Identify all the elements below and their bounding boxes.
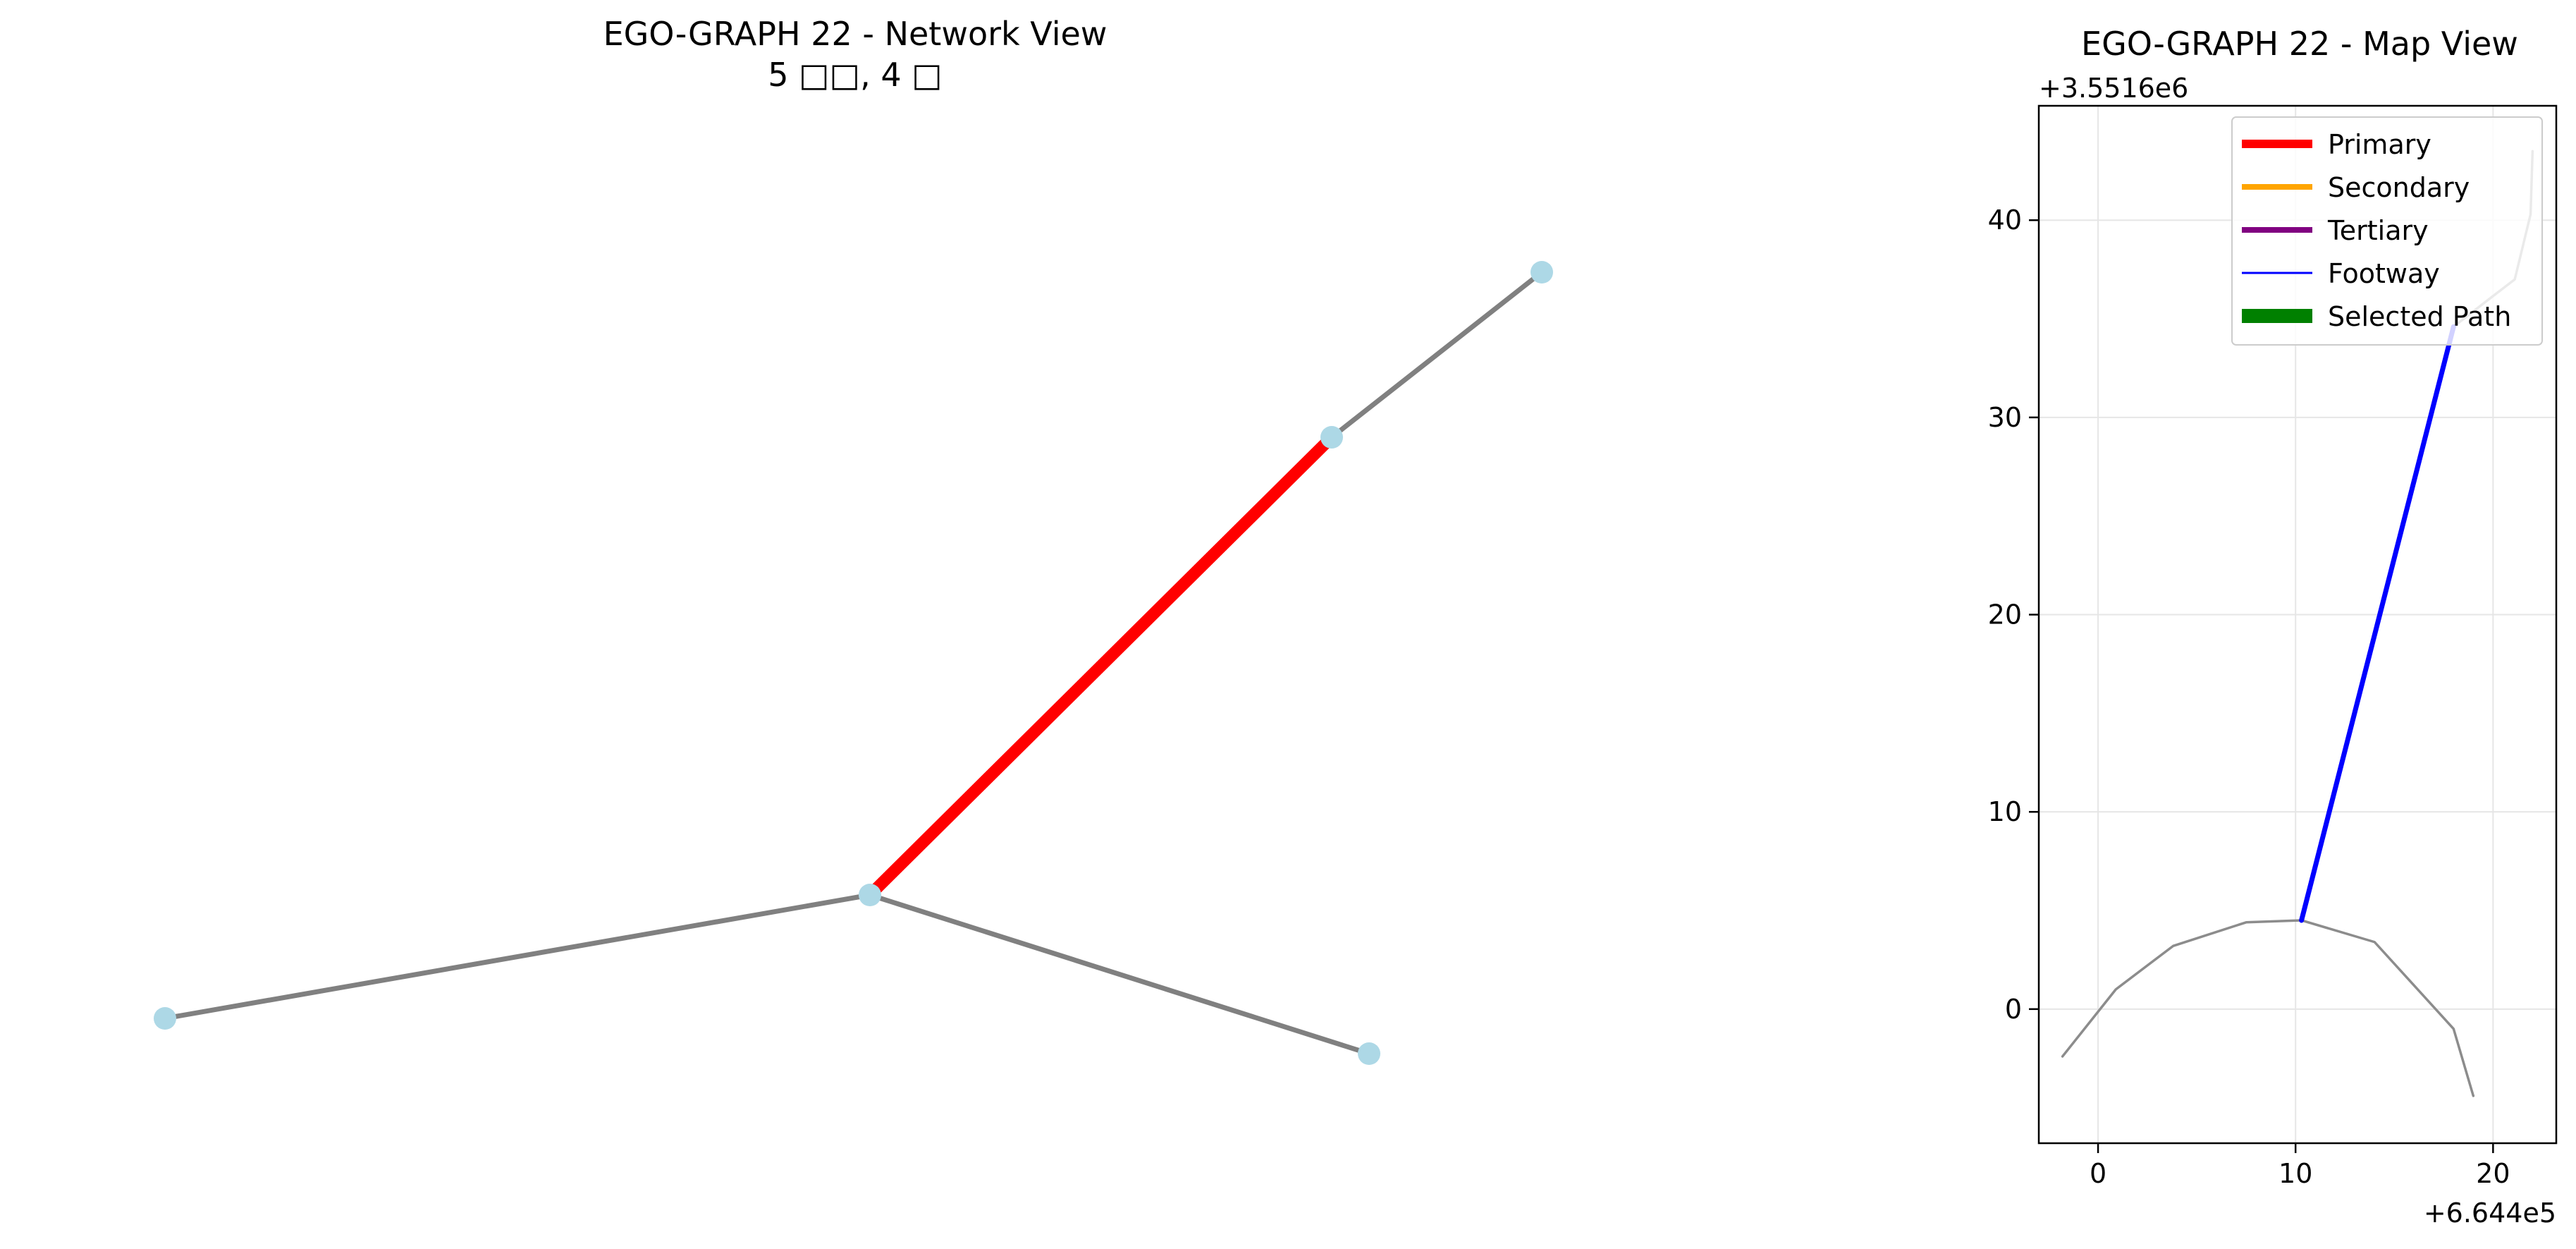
network-edge bbox=[164, 892, 871, 1021]
y-tick-label: 20 bbox=[1988, 599, 2022, 630]
network-view-panel: EGO-GRAPH 22 - Network View 5 □□, 4 □ bbox=[154, 15, 1553, 1065]
network-node bbox=[154, 1007, 176, 1030]
y-axis-ticks: 0 10 20 30 40 bbox=[1988, 205, 2039, 1025]
legend-label: Secondary bbox=[2328, 172, 2470, 203]
map-view-panel: EGO-GRAPH 22 - Map View +3.5516e6 0 10 20 … bbox=[1988, 25, 2558, 1229]
y-offset-label: +3.5516e6 bbox=[2039, 73, 2188, 104]
map-plot-frame bbox=[2037, 104, 2558, 1145]
x-axis-ticks: 0 10 20 bbox=[2090, 1143, 2510, 1189]
network-view-title: EGO-GRAPH 22 - Network View bbox=[603, 15, 1108, 53]
x-tick-label: 20 bbox=[2476, 1158, 2510, 1189]
map-view-title: EGO-GRAPH 22 - Map View bbox=[2081, 25, 2518, 63]
network-edges bbox=[164, 270, 1544, 1056]
network-edge bbox=[1330, 270, 1544, 439]
network-node bbox=[1320, 426, 1343, 449]
network-edge bbox=[869, 892, 1370, 1056]
y-tick-label: 0 bbox=[2005, 994, 2022, 1025]
network-node bbox=[859, 884, 881, 906]
legend: Primary Secondary Tertiary Footway Selected … bbox=[2231, 116, 2543, 346]
footway-line bbox=[2299, 324, 2456, 923]
y-tick-label: 30 bbox=[1988, 402, 2022, 433]
network-node bbox=[1531, 261, 1553, 284]
x-offset-label: +6.644e5 bbox=[2424, 1198, 2556, 1229]
network-view-subtitle: 5 □□, 4 □ bbox=[768, 56, 942, 94]
legend-label: Selected Path bbox=[2328, 301, 2511, 332]
highlighted-edge bbox=[866, 432, 1336, 900]
legend-box bbox=[2231, 116, 2543, 346]
y-tick-label: 40 bbox=[1988, 205, 2022, 236]
legend-label: Tertiary bbox=[2327, 215, 2429, 246]
legend-label: Footway bbox=[2328, 258, 2440, 289]
y-tick-label: 10 bbox=[1988, 796, 2022, 827]
street-line bbox=[2061, 919, 2475, 1097]
network-node bbox=[1358, 1042, 1380, 1065]
network-nodes bbox=[154, 261, 1553, 1065]
x-tick-label: 10 bbox=[2278, 1158, 2312, 1189]
legend-label: Primary bbox=[2328, 129, 2431, 160]
x-tick-label: 0 bbox=[2090, 1158, 2106, 1189]
